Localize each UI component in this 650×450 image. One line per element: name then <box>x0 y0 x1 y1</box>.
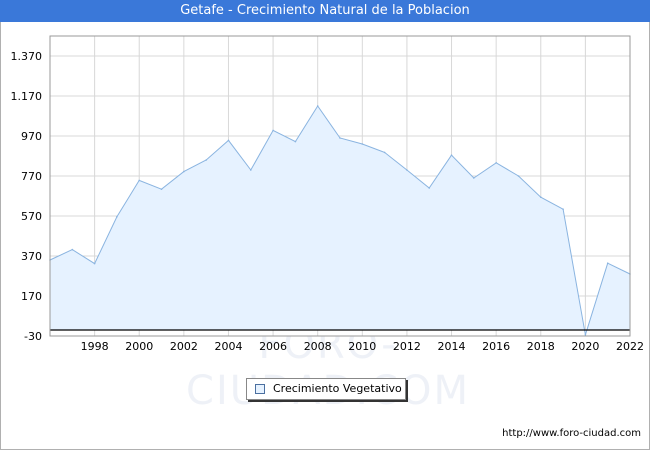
data-point <box>294 140 297 143</box>
x-tick-label: 2008 <box>304 340 332 353</box>
y-tick-label: -30 <box>24 330 42 343</box>
y-tick-label: 570 <box>21 210 42 223</box>
data-point <box>473 177 475 179</box>
data-point <box>316 105 319 107</box>
tick-layer: -30 170 370 570 770 970 1.170 1.370 1998 2000 2002… <box>11 50 645 353</box>
legend: Crecimiento Vegetativo <box>246 378 406 400</box>
legend-label: Crecimiento Vegetativo <box>273 382 402 395</box>
data-point <box>183 170 185 173</box>
x-tick-label: 2000 <box>125 340 153 353</box>
data-point <box>428 187 431 189</box>
data-point <box>450 154 453 156</box>
x-tick-label: 2012 <box>393 340 421 353</box>
axis-layer <box>49 35 631 337</box>
y-tick-label: 170 <box>21 290 42 303</box>
chart-title: Getafe - Crecimiento Natural de la Pobla… <box>0 0 650 22</box>
x-tick-label: 2018 <box>527 340 555 353</box>
x-tick-label: 2006 <box>259 340 287 353</box>
x-tick-label: 2010 <box>348 340 376 353</box>
legend-swatch <box>255 384 265 394</box>
data-point <box>517 175 520 177</box>
y-tick-label: 770 <box>21 170 42 183</box>
area-fill <box>50 106 630 335</box>
data-point <box>160 188 163 190</box>
x-tick-label: 2016 <box>482 340 510 353</box>
y-tick-label: 1.170 <box>11 90 43 103</box>
x-tick-label: 2004 <box>214 340 242 353</box>
plot-border <box>49 35 631 337</box>
y-tick-label: 370 <box>21 250 42 263</box>
data-point <box>495 162 498 164</box>
data-point <box>540 196 542 198</box>
data-point <box>71 248 74 251</box>
data-point <box>562 208 564 210</box>
x-tick-label: 2020 <box>571 340 599 353</box>
footer-url[interactable]: http://www.foro-ciudad.com <box>502 428 641 439</box>
data-point <box>93 262 96 265</box>
data-point <box>116 216 118 218</box>
x-tick-label: 2014 <box>438 340 466 353</box>
x-tick-label: 2002 <box>170 340 198 353</box>
data-point <box>584 334 587 336</box>
x-tick-label: 1998 <box>81 340 109 353</box>
data-point <box>339 137 341 139</box>
data-point <box>361 143 364 145</box>
x-tick-label: 2022 <box>616 340 644 353</box>
data-point <box>227 139 230 142</box>
data-point <box>138 179 140 182</box>
data-point <box>272 129 274 132</box>
y-tick-label: 1.370 <box>11 50 43 63</box>
data-point <box>205 159 207 161</box>
data-point <box>250 169 252 171</box>
data-point <box>606 262 609 265</box>
data-point <box>406 169 408 171</box>
y-tick-label: 970 <box>21 130 42 143</box>
data-point <box>383 151 386 154</box>
